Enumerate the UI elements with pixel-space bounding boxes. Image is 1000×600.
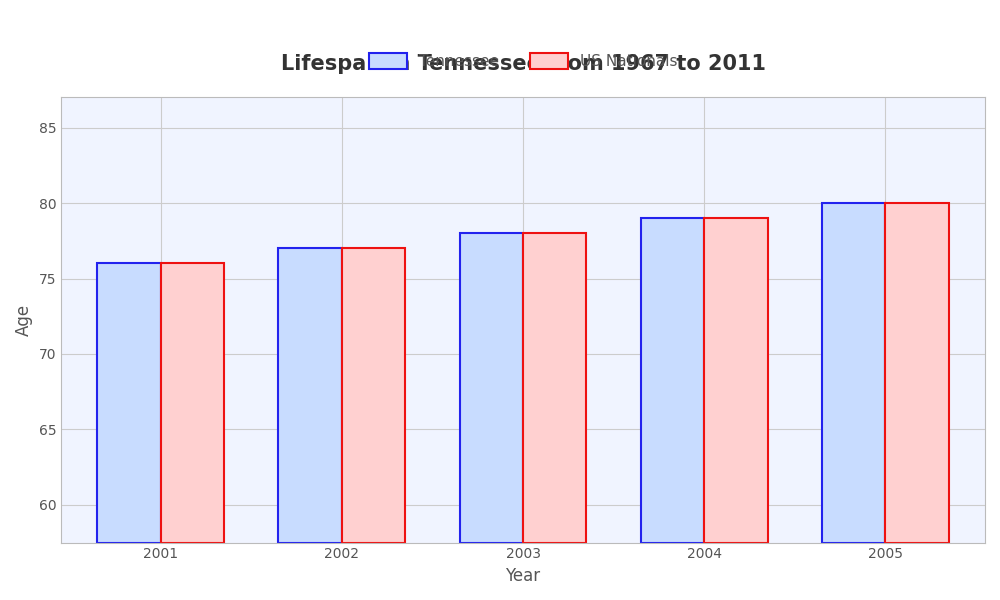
Y-axis label: Age: Age <box>15 304 33 336</box>
Bar <box>278 248 342 542</box>
Bar <box>161 263 224 542</box>
Bar <box>97 263 161 542</box>
Bar <box>523 233 586 542</box>
Title: Lifespan in Tennessee from 1967 to 2011: Lifespan in Tennessee from 1967 to 2011 <box>281 53 766 74</box>
Legend: Tennessee, US Nationals: Tennessee, US Nationals <box>362 47 684 76</box>
Bar <box>704 218 768 542</box>
Bar <box>885 203 949 542</box>
Bar <box>822 203 885 542</box>
Bar <box>342 248 405 542</box>
Bar <box>460 233 523 542</box>
X-axis label: Year: Year <box>505 567 541 585</box>
Bar <box>641 218 704 542</box>
